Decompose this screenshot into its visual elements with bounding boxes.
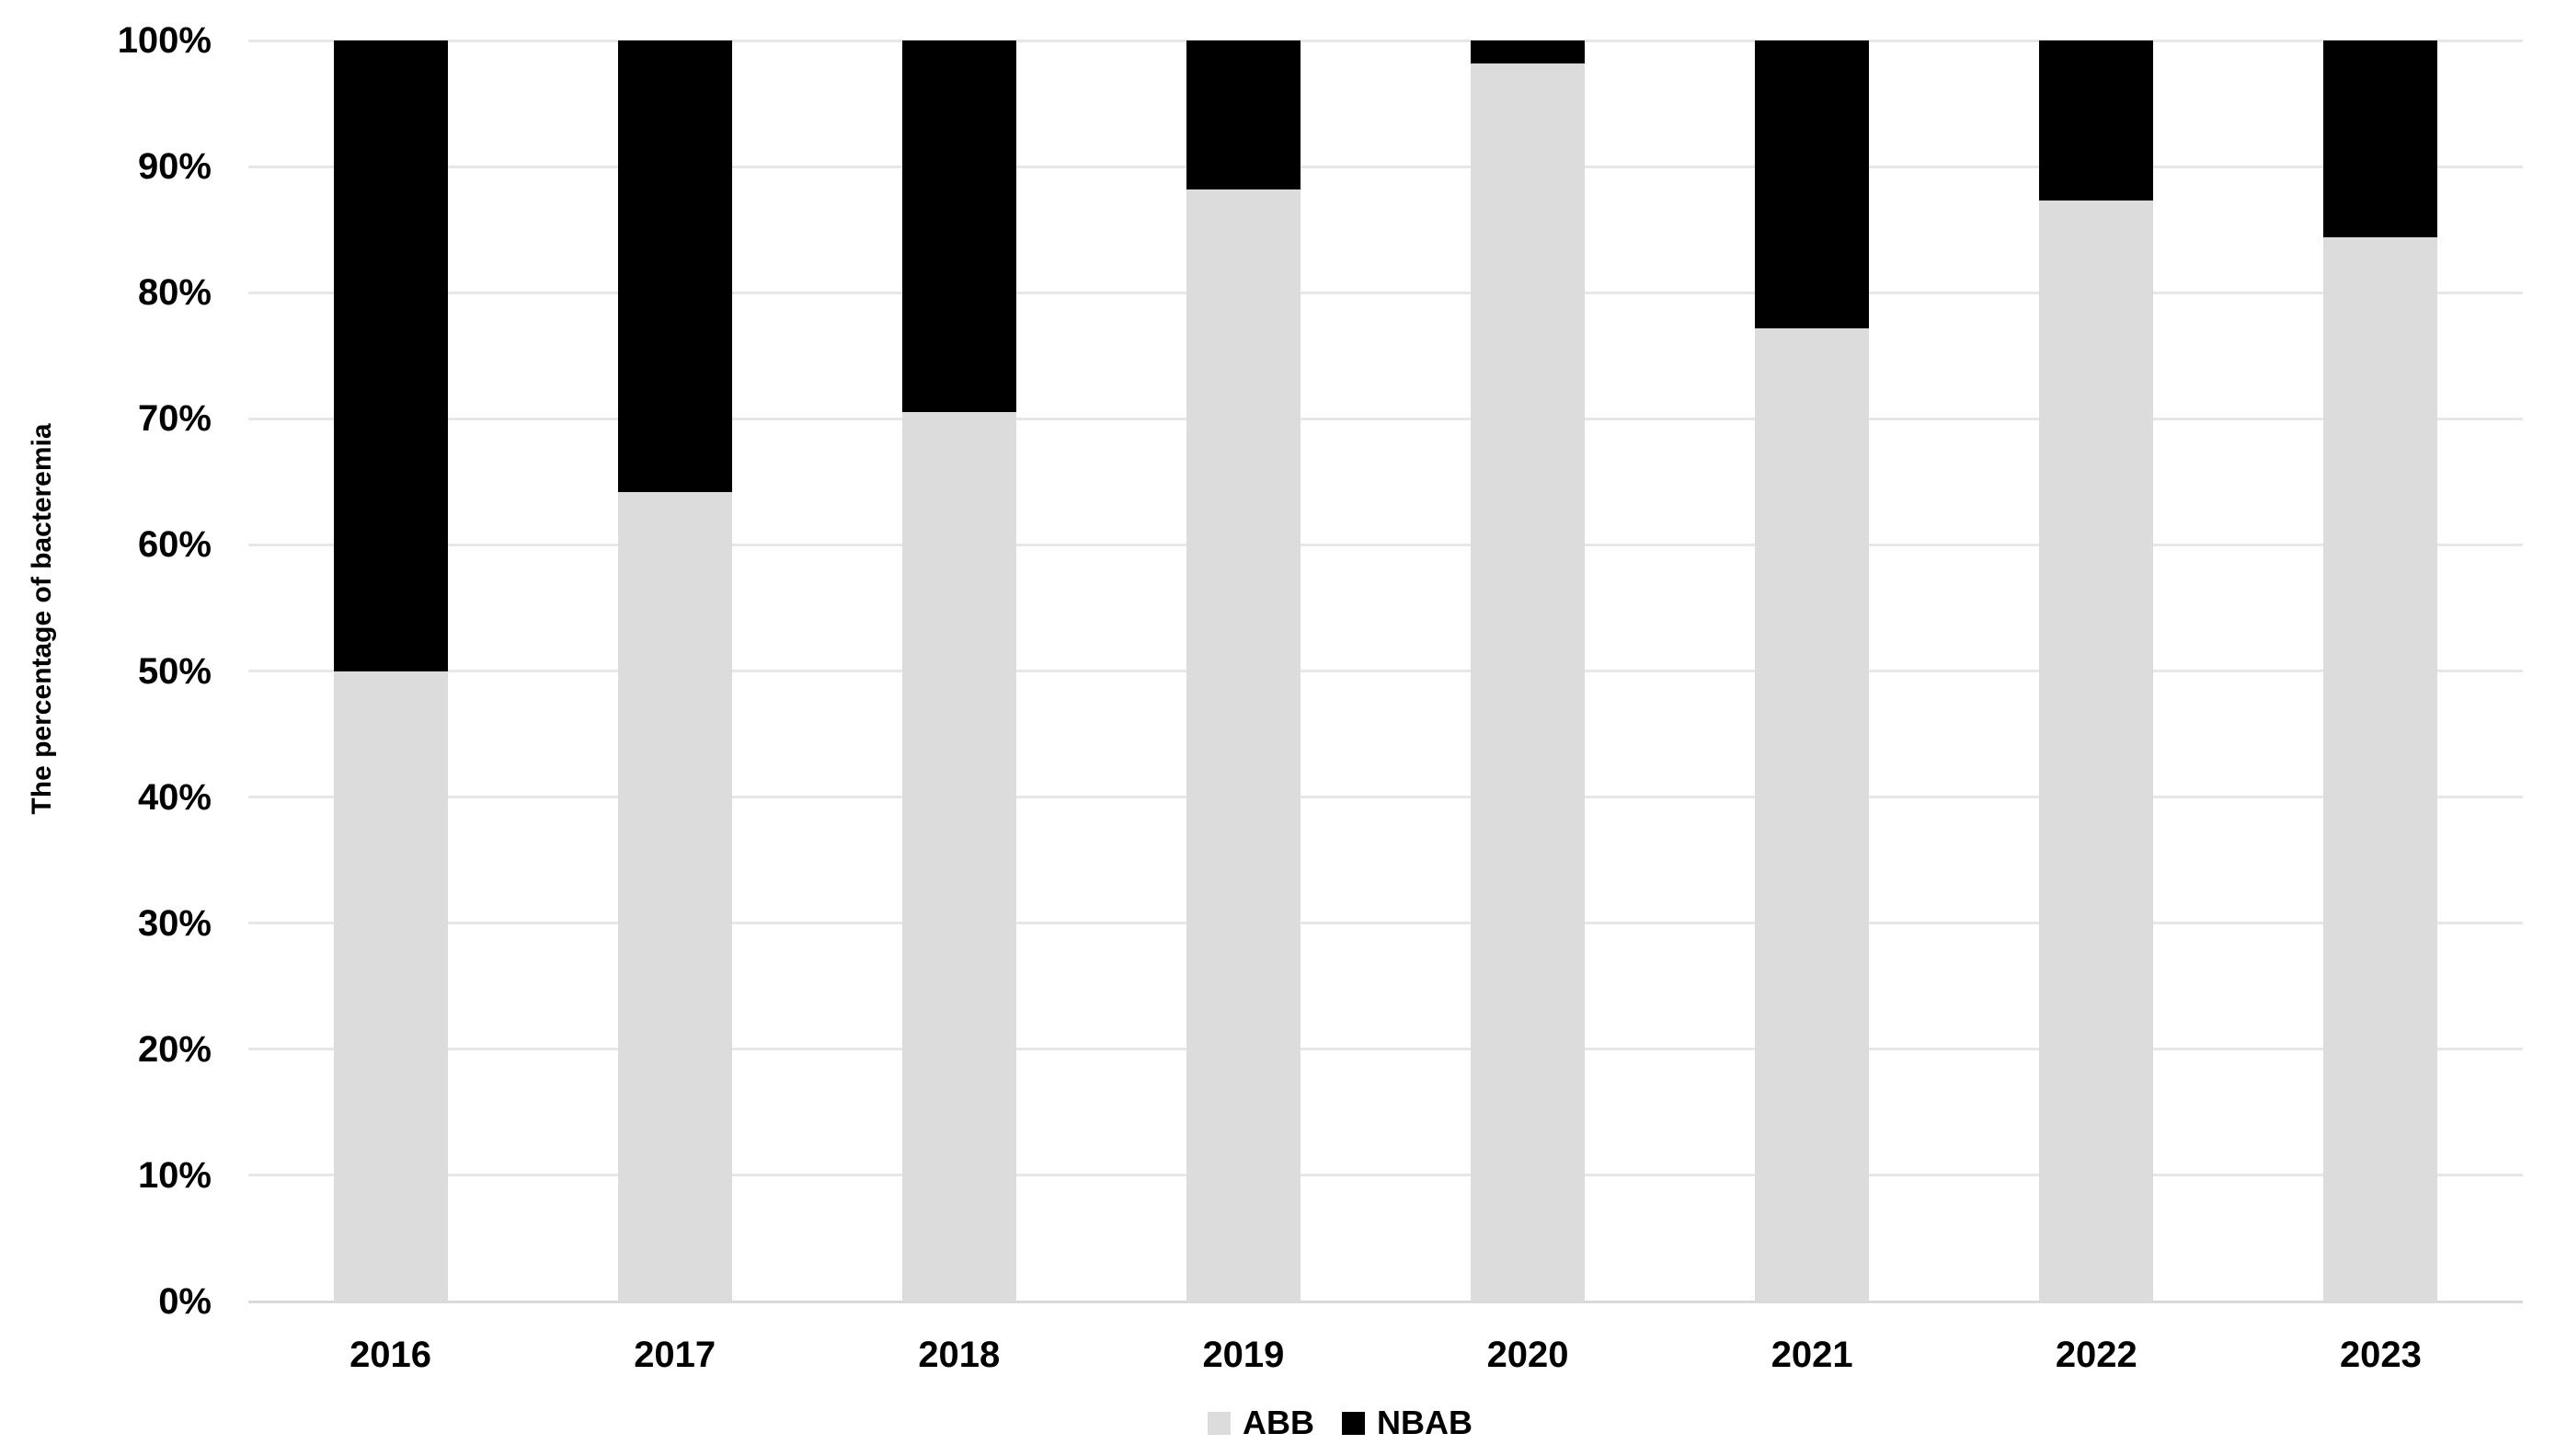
y-tick-label-90: 90%	[137, 146, 212, 188]
x-tick-label-2016: 2016	[350, 1335, 432, 1375]
legend-item-abb: ABB	[1208, 1406, 1314, 1439]
x-tick-label-2023: 2023	[2339, 1335, 2422, 1375]
plot-area	[248, 39, 2523, 1303]
gridline-50	[248, 670, 2523, 672]
gridline-30	[248, 922, 2523, 925]
y-tick-label-10: 10%	[137, 1154, 212, 1196]
bar-2020-nbab-segment	[1471, 40, 1586, 63]
bar-2016-nbab-segment	[333, 40, 448, 671]
legend-swatch-nbab	[1342, 1411, 1365, 1435]
bar-2019-nbab-segment	[1186, 40, 1301, 189]
x-tick-label-2019: 2019	[1202, 1335, 1285, 1375]
y-tick-label-30: 30%	[137, 902, 212, 944]
legend-label-nbab: NBAB	[1377, 1404, 1473, 1441]
bar-2021-nbab-segment	[1755, 40, 1870, 328]
bar-2022-abb-segment	[2039, 201, 2154, 1301]
x-tick-label-2022: 2022	[2055, 1335, 2137, 1375]
legend-item-nbab: NBAB	[1342, 1406, 1473, 1439]
bar-2017-abb-segment	[617, 491, 732, 1301]
bar-2018-abb-segment	[901, 412, 1016, 1301]
x-tick-label-2018: 2018	[918, 1335, 1001, 1375]
gridline-60	[248, 543, 2523, 546]
legend-swatch-abb	[1208, 1411, 1231, 1435]
legend-label-abb: ABB	[1243, 1404, 1314, 1441]
bar-2022-nbab-segment	[2039, 40, 2154, 201]
legend: ABB NBAB	[1208, 1399, 1473, 1447]
y-tick-label-70: 70%	[137, 398, 212, 440]
y-tick-label-0: 0%	[158, 1281, 212, 1322]
y-tick-label-60: 60%	[137, 524, 212, 566]
gridline-90	[248, 165, 2523, 168]
x-tick-label-2021: 2021	[1771, 1335, 1853, 1375]
gridline-40	[248, 796, 2523, 799]
gridline-70	[248, 417, 2523, 420]
y-tick-label-40: 40%	[137, 776, 212, 818]
y-tick-label-100: 100%	[117, 20, 212, 61]
bar-2016-abb-segment	[333, 671, 448, 1301]
gridline-10	[248, 1174, 2523, 1177]
y-axis-title: The percentage of bacteremia	[27, 423, 57, 815]
bar-2019-abb-segment	[1186, 189, 1301, 1301]
bar-2017-nbab-segment	[617, 40, 732, 492]
bar-2023-nbab-segment	[2323, 40, 2438, 237]
bar-2018-nbab-segment	[901, 40, 1016, 413]
x-axis-line	[248, 1300, 2523, 1303]
x-tick-label-2017: 2017	[634, 1335, 716, 1375]
gridline-100	[248, 39, 2523, 42]
y-tick-label-50: 50%	[137, 650, 212, 692]
bar-2023-abb-segment	[2323, 236, 2438, 1301]
gridline-80	[248, 291, 2523, 294]
gridline-20	[248, 1048, 2523, 1051]
y-tick-label-80: 80%	[137, 272, 212, 314]
bar-2021-abb-segment	[1755, 327, 1870, 1301]
y-tick-label-20: 20%	[137, 1028, 212, 1070]
x-tick-label-2020: 2020	[1486, 1335, 1569, 1375]
bar-2020-abb-segment	[1471, 63, 1586, 1301]
